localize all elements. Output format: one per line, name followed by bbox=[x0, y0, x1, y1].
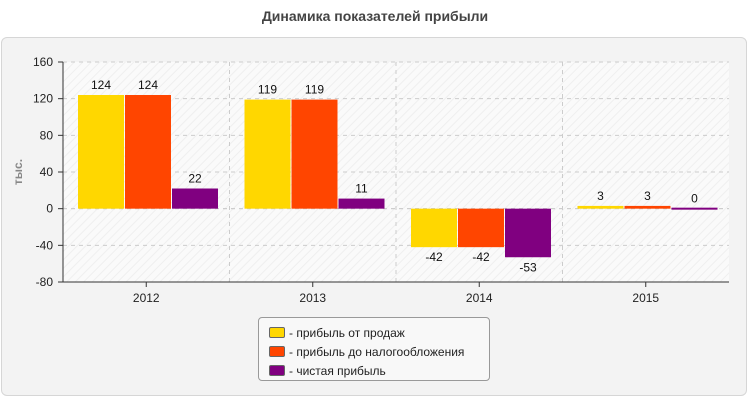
y-tick-label: 80 bbox=[40, 128, 54, 142]
bar bbox=[505, 208, 551, 258]
axes: -80 -40 0 40 80 120 160 2012 2013 2014 2015 bbox=[33, 55, 729, 305]
y-tick-label: -40 bbox=[36, 238, 54, 252]
data-label: 119 bbox=[258, 83, 277, 97]
data-label: -42 bbox=[472, 250, 490, 264]
bars: 124 124 22 119 119 11 -42 -42 -53 3 3 0 bbox=[78, 78, 718, 274]
bar bbox=[411, 208, 457, 248]
x-tick-label: 2014 bbox=[466, 291, 493, 305]
legend-item: - прибыль от продаж bbox=[269, 323, 489, 342]
y-tick-label: 0 bbox=[46, 202, 53, 216]
bar bbox=[458, 208, 504, 248]
legend-label: - прибыль от продаж bbox=[289, 325, 405, 340]
data-label: 22 bbox=[188, 172, 202, 186]
bar bbox=[338, 198, 385, 209]
data-label: 119 bbox=[305, 83, 324, 97]
bar bbox=[624, 205, 671, 209]
bar bbox=[244, 99, 291, 209]
y-tick-label: 120 bbox=[33, 92, 53, 106]
legend-label: - прибыль до налогообложения bbox=[289, 344, 465, 359]
bar bbox=[577, 205, 624, 209]
legend-item: - прибыль до налогообложения bbox=[269, 342, 489, 361]
data-label: 3 bbox=[597, 189, 604, 203]
bar bbox=[78, 95, 124, 209]
bar bbox=[291, 99, 338, 209]
data-label: 11 bbox=[355, 182, 368, 196]
legend-swatch-sales bbox=[269, 327, 285, 338]
y-tick-label: 160 bbox=[33, 55, 53, 69]
data-label: 0 bbox=[691, 192, 698, 206]
data-label: 124 bbox=[91, 78, 111, 92]
legend-item: - чистая прибыль bbox=[269, 361, 489, 380]
data-label: -42 bbox=[425, 250, 443, 264]
bar bbox=[172, 188, 218, 209]
chart-title: Динамика показателей прибыли bbox=[261, 8, 489, 24]
y-tick-label: 40 bbox=[40, 165, 54, 179]
x-tick-label: 2015 bbox=[632, 291, 659, 305]
data-label: 3 bbox=[644, 189, 651, 203]
bar bbox=[671, 207, 718, 210]
y-axis-label: тыс. bbox=[11, 159, 25, 185]
bar bbox=[125, 95, 171, 209]
data-label: 124 bbox=[138, 78, 158, 92]
x-tick-label: 2013 bbox=[299, 291, 326, 305]
legend-swatch-net bbox=[269, 365, 285, 376]
y-tick-label: -80 bbox=[36, 275, 54, 289]
x-tick-label: 2012 bbox=[133, 291, 160, 305]
legend-swatch-pretax bbox=[269, 346, 285, 357]
legend-label: - чистая прибыль bbox=[289, 363, 386, 378]
legend: - прибыль от продаж - прибыль до налогоо… bbox=[258, 317, 490, 381]
data-label: -53 bbox=[519, 260, 537, 274]
